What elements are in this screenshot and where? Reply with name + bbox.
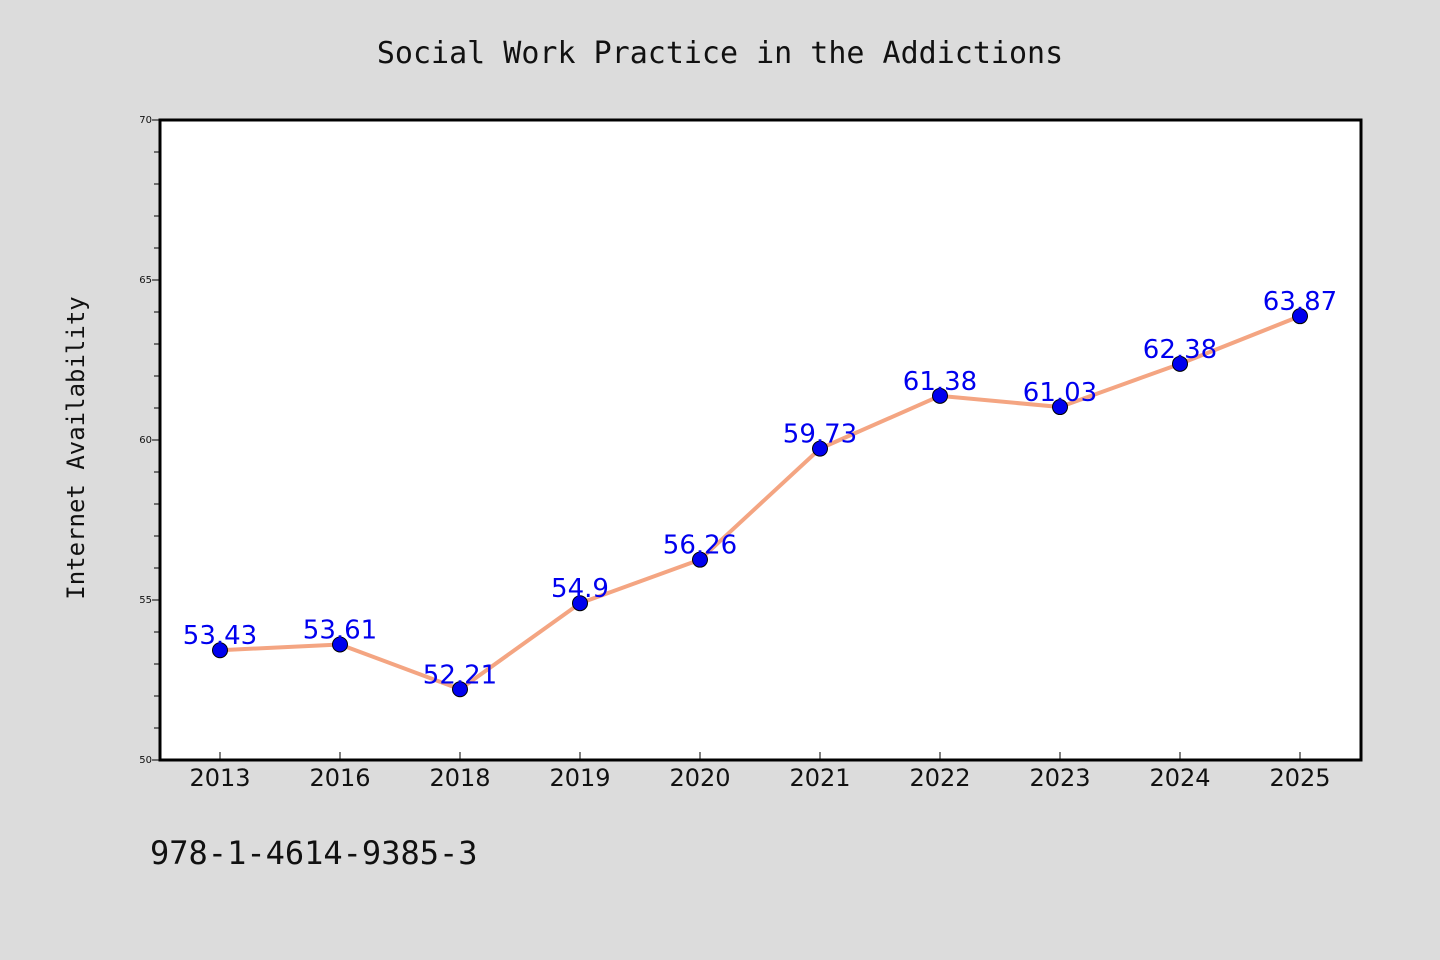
- y-tick-label: 65: [139, 275, 152, 286]
- data-label: 56.26: [663, 531, 737, 561]
- data-label: 61.38: [903, 367, 977, 397]
- data-label: 54.9: [551, 574, 609, 604]
- x-tick-label: 2022: [909, 764, 970, 792]
- data-point-marker: [1292, 308, 1308, 325]
- x-tick-label: 2020: [669, 764, 730, 792]
- data-label: 63.87: [1263, 287, 1337, 317]
- data-label: 53.61: [303, 615, 377, 645]
- series-layer: [212, 308, 1308, 698]
- x-tick-label: 2024: [1149, 764, 1210, 792]
- x-tick-label: 2018: [429, 764, 490, 792]
- x-tick-label: 2019: [549, 764, 610, 792]
- x-tick-label: 2023: [1029, 764, 1090, 792]
- data-label: 53.43: [183, 621, 257, 651]
- x-tick-label: 2021: [789, 764, 850, 792]
- plot-frame: [158, 118, 1363, 762]
- isbn-footer: 978-1-4614-9385-3: [150, 834, 478, 872]
- data-point-marker: [692, 551, 708, 568]
- x-tick-label: 2013: [189, 764, 250, 792]
- data-point-marker: [332, 636, 348, 653]
- data-point-marker: [572, 595, 588, 612]
- data-point-marker: [932, 387, 948, 404]
- y-tick-label: 60: [139, 435, 152, 446]
- data-point-marker: [1172, 355, 1188, 372]
- data-point-marker: [1052, 399, 1068, 416]
- y-tick-label: 50: [139, 755, 152, 766]
- data-point-marker: [212, 642, 228, 659]
- data-label: 59.73: [783, 420, 857, 450]
- y-axis-label: Internet Availability: [62, 296, 90, 599]
- data-label: 62.38: [1143, 335, 1217, 365]
- data-label: 61.03: [1023, 378, 1097, 408]
- chart-title: Social Work Practice in the Addictions: [377, 36, 1063, 71]
- y-tick-label: 55: [139, 595, 152, 606]
- data-point-marker: [812, 440, 828, 457]
- x-tick-label: 2016: [309, 764, 370, 792]
- plot-background: [160, 120, 1361, 760]
- x-tick-label: 2025: [1269, 764, 1330, 792]
- data-point-marker: [452, 681, 468, 698]
- series-line: [218, 314, 1302, 692]
- data-labels-layer: 53.43 53.61 52.21 54.9 56.26 59.73 61.38 61.03 6…: [183, 287, 1337, 690]
- x-axis: 2013 2016 2018 2019 2020 2021 2022 2023 2024 2025: [189, 752, 1331, 792]
- y-tick-label: 70: [139, 115, 152, 126]
- data-label: 52.21: [423, 660, 497, 690]
